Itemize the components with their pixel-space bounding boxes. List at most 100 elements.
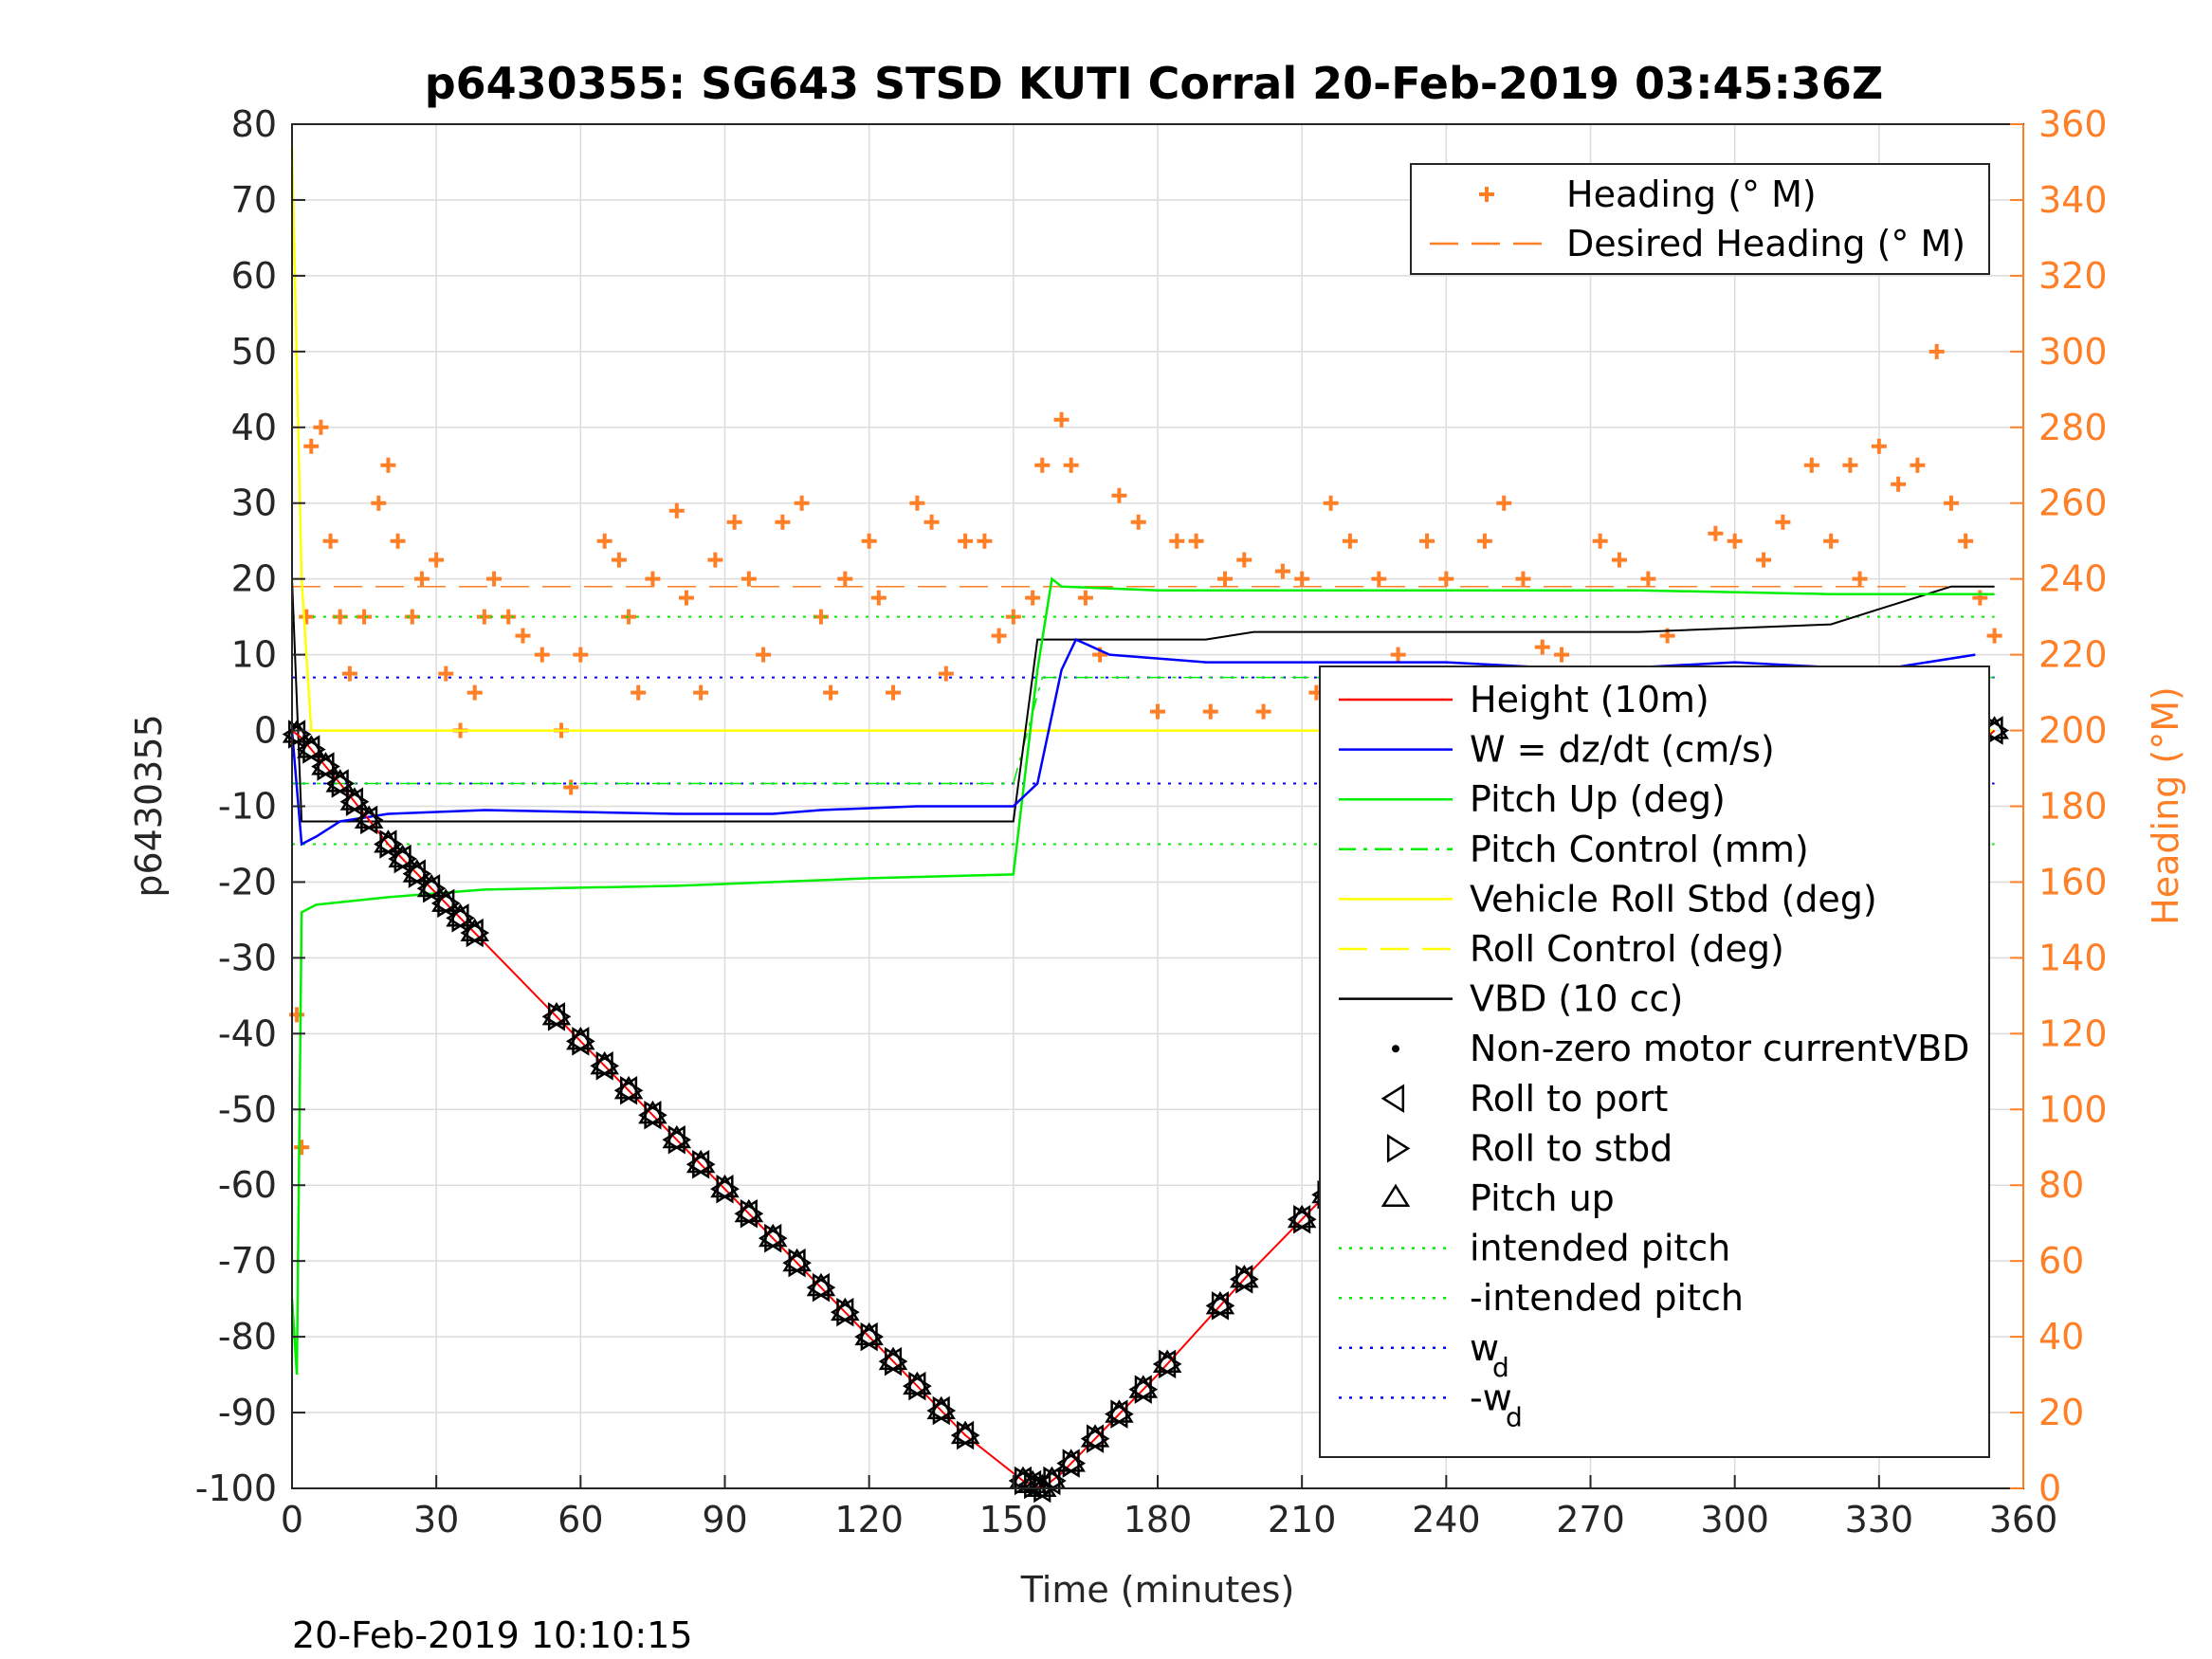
roll-pitch-marker bbox=[782, 1248, 812, 1278]
legend-main-entry: Roll to port bbox=[1380, 1078, 1668, 1120]
y-right-tick-label: 360 bbox=[2038, 103, 2108, 145]
x-tick-label: 90 bbox=[702, 1499, 747, 1540]
y-right-tick-label: 340 bbox=[2038, 179, 2108, 221]
roll-pitch-marker bbox=[565, 1026, 595, 1056]
heading-point bbox=[476, 609, 492, 625]
x-tick-label: 180 bbox=[1124, 1499, 1193, 1540]
heading-point bbox=[1554, 647, 1570, 663]
heading-point bbox=[1323, 495, 1339, 511]
legend-main-entry: VBD (10 cc) bbox=[1339, 978, 1683, 1020]
x-tick-label: 30 bbox=[413, 1499, 459, 1540]
pitch-up-marker bbox=[782, 1248, 812, 1272]
heading-point bbox=[1852, 571, 1868, 587]
heading-point bbox=[823, 684, 839, 701]
y-left-tick-label: 10 bbox=[231, 634, 277, 676]
heading-point bbox=[991, 628, 1007, 644]
y-left-tick-label: 80 bbox=[231, 103, 277, 145]
heading-point bbox=[909, 495, 925, 511]
heading-point bbox=[1775, 514, 1791, 530]
y-right-tick-label: 40 bbox=[2038, 1316, 2084, 1358]
roll-pitch-marker bbox=[430, 888, 461, 919]
heading-point bbox=[1891, 476, 1907, 492]
y-right-tick-label: 220 bbox=[2038, 634, 2108, 676]
heading-point bbox=[356, 609, 373, 625]
y-left-tick-label: 50 bbox=[231, 331, 277, 373]
y-right-tick-label: 240 bbox=[2038, 558, 2108, 600]
heading-point bbox=[1202, 703, 1218, 720]
y-axis-right: 3603403203002802602402202001801601401201… bbox=[2010, 103, 2108, 1509]
roll-pitch-marker bbox=[878, 1346, 908, 1376]
legend-main-entry: Non-zero motor currentVBD bbox=[1392, 1028, 1969, 1069]
heading-point bbox=[1910, 457, 1926, 473]
heading-point bbox=[1025, 590, 1041, 606]
y-left-tick-label: -80 bbox=[218, 1316, 277, 1358]
heading-point bbox=[1217, 571, 1234, 587]
pitch-up-marker bbox=[590, 1050, 619, 1075]
pitch-up-marker bbox=[566, 1026, 595, 1050]
heading-point bbox=[1150, 703, 1165, 720]
roll-pitch-marker bbox=[311, 752, 340, 781]
x-tick-label: 150 bbox=[979, 1499, 1049, 1540]
roll-pitch-marker bbox=[446, 903, 475, 933]
pitch-up-marker bbox=[354, 805, 384, 829]
pitch-up-marker bbox=[638, 1100, 667, 1124]
roll-pitch-marker bbox=[638, 1100, 667, 1130]
y-right-tick-label: 160 bbox=[2038, 861, 2108, 902]
heading-point bbox=[1972, 590, 1988, 606]
heading-point bbox=[1274, 563, 1290, 579]
heading-point bbox=[1034, 457, 1051, 473]
pitch-up-marker bbox=[541, 1001, 572, 1026]
heading-point bbox=[1188, 533, 1204, 549]
legend-main-label: w bbox=[1470, 1327, 1499, 1369]
roll-pitch-marker bbox=[339, 787, 370, 816]
y-right-tick-label: 180 bbox=[2038, 786, 2108, 828]
legend-main-label: intended pitch bbox=[1470, 1228, 1730, 1269]
legend-top: Heading (° M) Desired Heading (° M) bbox=[1410, 163, 1990, 275]
heading-point bbox=[596, 533, 612, 549]
heading-point bbox=[1943, 495, 1959, 511]
heading-point bbox=[1515, 571, 1531, 587]
heading-point bbox=[1077, 590, 1093, 606]
roll-pitch-marker bbox=[374, 830, 403, 859]
legend-main-entry: -wd bbox=[1339, 1376, 1523, 1432]
heading-point bbox=[707, 552, 723, 568]
heading-point bbox=[390, 533, 406, 549]
x-tick-label: 120 bbox=[834, 1499, 904, 1540]
legend-main-label: Non-zero motor currentVBD bbox=[1470, 1028, 1969, 1069]
heading-point bbox=[515, 628, 531, 644]
pitch-up-marker bbox=[950, 1420, 980, 1445]
x-tick-label: 60 bbox=[558, 1499, 603, 1540]
heading-point bbox=[1727, 533, 1743, 549]
roll-pitch-marker bbox=[1287, 1204, 1317, 1234]
legend-top-entry: Heading (° M) bbox=[1479, 173, 1817, 215]
legend-top-box bbox=[1410, 163, 1990, 275]
roll-pitch-marker bbox=[460, 918, 490, 948]
legend-sample-marker bbox=[1386, 1134, 1411, 1163]
roll-pitch-marker bbox=[388, 844, 418, 874]
pitch-up-marker bbox=[1230, 1264, 1259, 1288]
heading-point bbox=[413, 571, 430, 587]
y-right-tick-label: 300 bbox=[2038, 331, 2108, 373]
pitch-up-marker bbox=[374, 830, 403, 853]
heading-point bbox=[794, 495, 810, 511]
roll-pitch-marker bbox=[325, 769, 356, 798]
legend-main-label: Roll to port bbox=[1470, 1078, 1668, 1120]
legend-main-entry: W = dz/dt (cm/s) bbox=[1339, 729, 1775, 771]
legend-main-label: Pitch Up (deg) bbox=[1470, 778, 1726, 820]
pitch-up-marker bbox=[402, 859, 432, 883]
heading-point bbox=[977, 533, 993, 549]
pitch-up-marker bbox=[311, 752, 340, 775]
heading-point bbox=[775, 514, 791, 530]
heading-point bbox=[534, 647, 550, 663]
y-right-tick-label: 0 bbox=[2038, 1468, 2061, 1509]
legend-main-label: Roll to stbd bbox=[1470, 1127, 1673, 1169]
heading-point bbox=[1929, 343, 1945, 359]
roll-pitch-marker bbox=[354, 805, 384, 835]
pitch-up-marker bbox=[1287, 1204, 1317, 1229]
x-tick-label: 0 bbox=[281, 1499, 303, 1540]
pitch-up-marker bbox=[325, 769, 355, 793]
x-tick-label: 240 bbox=[1412, 1499, 1481, 1540]
heading-point bbox=[740, 571, 757, 587]
heading-point bbox=[1169, 533, 1185, 549]
legend-sample-plus bbox=[1479, 187, 1494, 202]
